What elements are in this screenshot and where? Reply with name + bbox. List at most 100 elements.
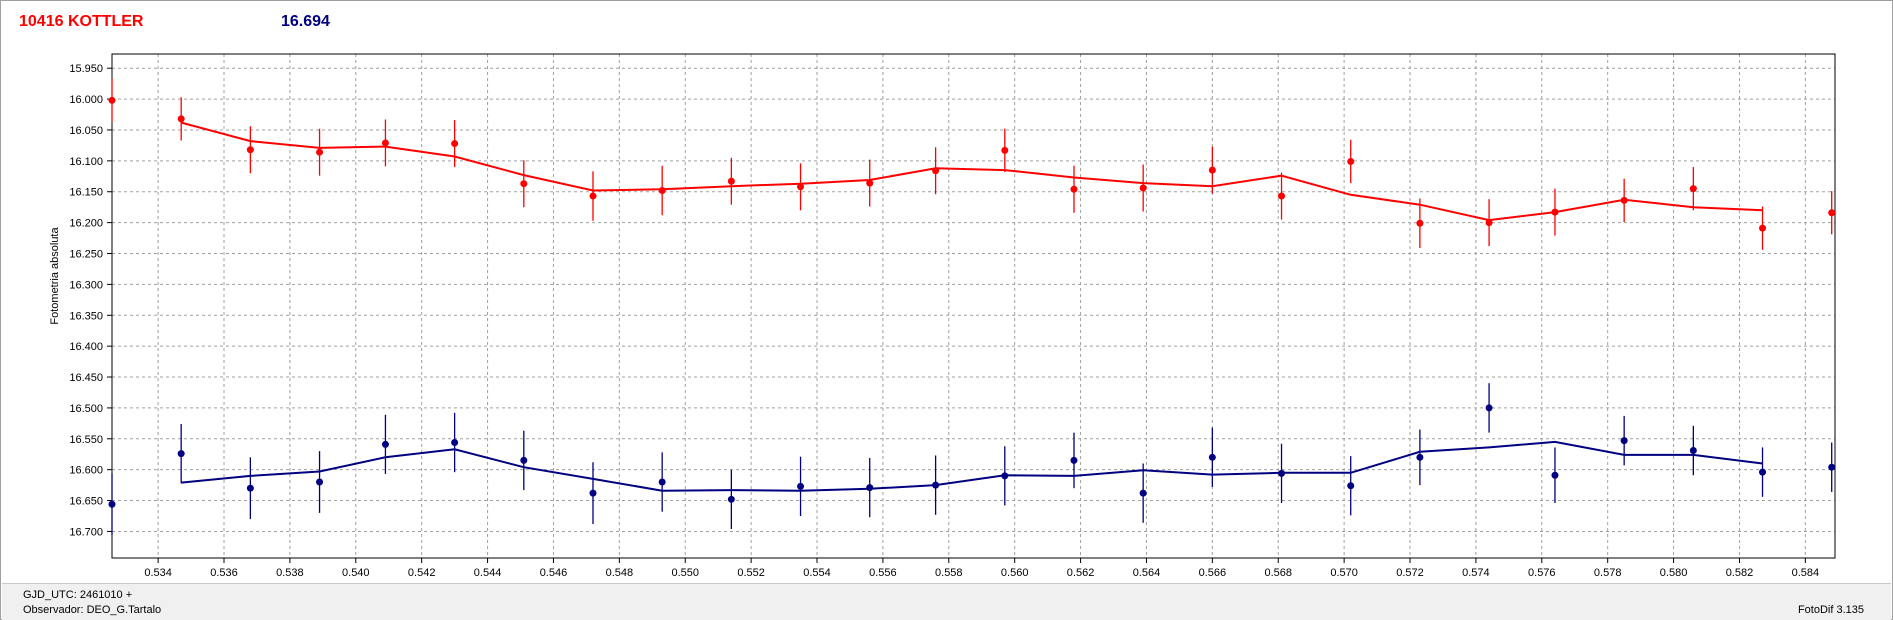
y-tick-label: 16.100 [69,156,103,168]
series-1-point [1347,157,1355,165]
series-1-point [1208,166,1216,174]
x-tick-label: 0.544 [474,567,502,579]
series-2-point [108,500,116,508]
series-2-point [727,495,735,503]
series-2-point [589,489,597,497]
series-2-point [1139,489,1147,497]
series-1-point [1070,185,1078,193]
series-2-point [451,439,459,446]
series-2-point [1416,453,1424,461]
y-tick-label: 16.050 [69,125,103,137]
x-tick-label: 0.566 [1199,567,1227,579]
series-1-point [1828,209,1836,217]
series-2-point [1620,437,1628,445]
series-2-point [316,478,324,486]
x-tick-label: 0.538 [276,567,304,579]
x-tick-label: 0.568 [1264,567,1292,579]
series-2-point [246,484,254,492]
x-tick-label: 0.582 [1726,567,1754,579]
series-1-point [316,148,324,156]
series-1-point [1689,185,1697,193]
series-2-point [1070,456,1078,464]
series-2-point [1347,482,1355,490]
y-tick-label: 16.550 [69,434,103,446]
series-2-point [866,484,874,492]
y-tick-label: 16.000 [69,94,103,106]
x-tick-label: 0.554 [803,567,831,579]
x-tick-label: 0.546 [540,567,568,579]
y-tick-label: 16.400 [69,341,103,353]
x-tick-label: 0.564 [1133,567,1161,579]
x-tick-label: 0.560 [1001,567,1029,579]
series-1-point [727,177,735,185]
series-1-point [246,146,254,154]
star-name-title: 10416 KOTTLER [19,13,144,30]
y-axis-label: Fotometria absoluta [49,227,61,325]
series-2-point [381,440,389,448]
x-tick-label: 0.562 [1067,567,1095,579]
series-2-point [1001,472,1009,480]
x-tick-label: 0.552 [737,567,765,579]
series-2-group [108,383,1836,536]
series-2-point [177,450,185,458]
series-2-point [658,478,666,486]
x-tick-label: 0.548 [606,567,634,579]
y-tick-label: 16.450 [69,372,103,384]
y-tick-label: 16.150 [69,187,103,199]
series-2-point [797,482,805,490]
magnitude-value: 16.694 [281,13,330,30]
gjd-label: GJD_UTC: 2461010 + [23,589,133,601]
x-tick-label: 0.580 [1660,567,1688,579]
x-tick-label: 0.576 [1528,567,1556,579]
plot-frame [111,53,1836,559]
series-1-point [1485,219,1493,227]
y-tick-label: 15.950 [69,63,103,75]
series-2-point [1828,463,1836,471]
series-1-fit-line [180,121,1763,222]
series-2-point [1551,471,1559,479]
light-curve-plot: 0.534 0.536 0.538 0.540 0.542 0.544 0.546 0.548… [49,53,1836,579]
x-tick-label: 0.536 [210,567,238,579]
series-2-point [1278,469,1286,477]
x-tick-label: 0.534 [144,567,172,579]
series-2-point [1689,447,1697,455]
series-1-point [451,140,459,148]
series-1-point [1759,224,1767,232]
series-1-point [658,187,666,194]
y-tick-label: 16.250 [69,249,103,261]
series-1-point [1416,219,1424,227]
y-tick-label: 16.600 [69,465,103,477]
series-1-point [381,139,389,147]
y-tick-label: 16.200 [69,218,103,230]
x-tick-label: 0.542 [408,567,436,579]
status-footer: GJD_UTC: 2461010 + Observador: DEO_G.Tar… [2,583,1891,620]
x-tick-label: 0.584 [1792,567,1820,579]
observer-label: Observador: DEO_G.Tartalo [23,604,162,616]
plot-area [112,54,1835,558]
version-label: FotoDif 3.135 [1797,604,1864,616]
x-tick-label: 0.540 [342,567,370,579]
series-2-point [1485,404,1493,412]
series-2-point [1759,468,1767,476]
series-1-point [866,179,874,187]
series-2-point [932,481,940,489]
series-1-point [1551,208,1559,216]
series-1-point [589,192,597,200]
series-1-point [1278,192,1286,200]
series-1-point [1620,196,1628,204]
y-tick-label: 16.300 [69,279,103,291]
series-2-fit-line [181,440,1763,492]
x-tick-label: 0.550 [671,567,699,579]
series-1-group [108,78,1836,250]
chart-panel: 10416 KOTTLER 16.694 0.534 0.536 0.538 0.54… [2,2,1891,582]
series-1-point [108,96,116,104]
series-2-point [1208,453,1216,461]
y-tick-label: 16.700 [69,526,103,538]
series-2-point [520,456,528,464]
series-1-point [177,115,185,123]
series-1-point [932,167,940,175]
series-1-point [1001,146,1009,154]
y-tick-label: 16.500 [69,403,103,415]
x-tick-label: 0.556 [869,567,897,579]
